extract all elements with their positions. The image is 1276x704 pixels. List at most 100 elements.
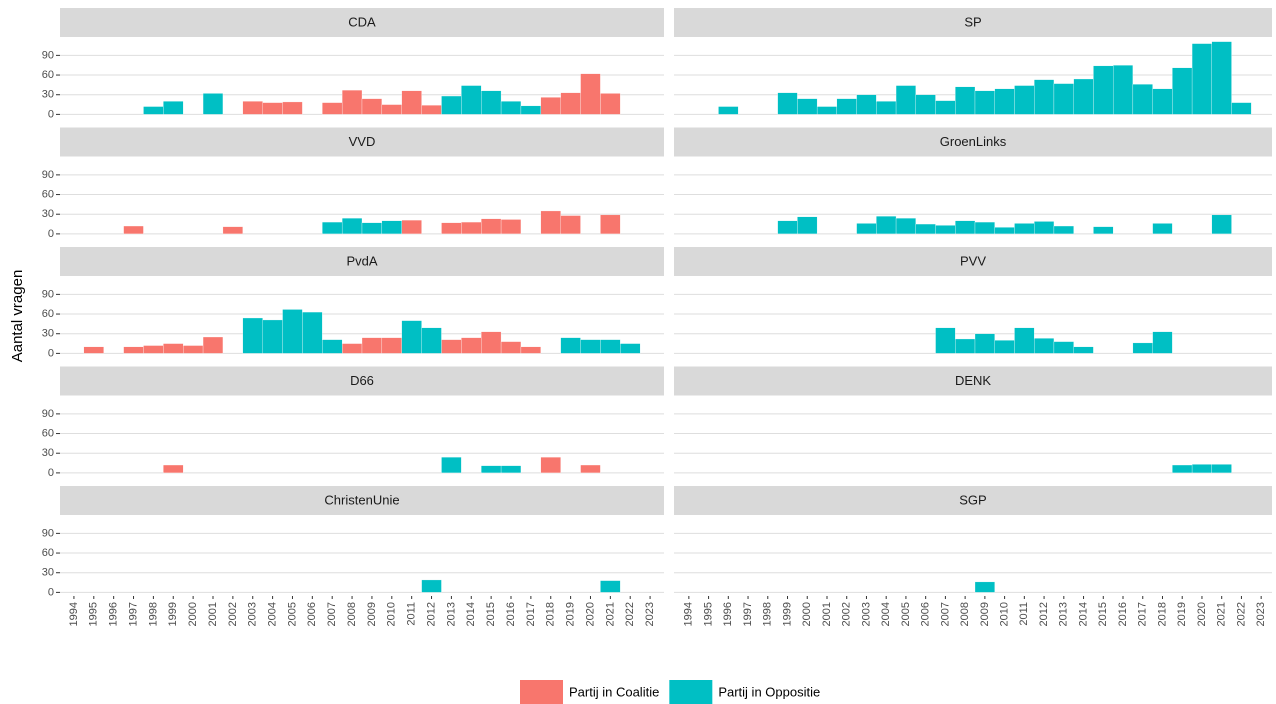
x-tick-label: 2010 <box>386 602 398 626</box>
strip <box>674 486 1272 515</box>
bar <box>540 97 561 115</box>
bar <box>282 309 303 354</box>
y-tick-label: 60 <box>42 308 54 320</box>
x-tick-label: 2001 <box>207 602 219 626</box>
strip <box>60 366 664 396</box>
bar <box>242 317 263 354</box>
x-tick-label: 2017 <box>1137 602 1149 626</box>
x-tick-label: 1998 <box>147 602 159 626</box>
bar <box>777 92 798 115</box>
x-tick-label: 2002 <box>841 602 853 626</box>
bar <box>955 86 976 115</box>
bar <box>1073 346 1094 354</box>
bar <box>797 98 818 115</box>
x-tick-label: 2012 <box>425 602 437 626</box>
x-tick-label: 2011 <box>406 602 418 626</box>
y-tick-label: 0 <box>48 228 54 240</box>
y-tick-label: 0 <box>48 347 54 359</box>
bar <box>836 98 857 115</box>
x-tick-label: 2000 <box>187 602 199 626</box>
bar <box>895 85 916 115</box>
bar <box>1191 464 1212 474</box>
bar <box>520 105 541 115</box>
bar <box>856 223 877 235</box>
bar <box>341 218 363 235</box>
bar <box>441 222 462 235</box>
bar <box>580 73 601 115</box>
bar <box>262 102 283 115</box>
bar <box>202 336 224 354</box>
bar <box>560 337 581 354</box>
bar <box>1211 214 1232 235</box>
bar <box>481 465 502 474</box>
x-tick-label: 2013 <box>1058 602 1070 626</box>
bar <box>935 327 956 354</box>
x-tick-label: 1999 <box>781 602 793 626</box>
x-tick-label: 2015 <box>1097 602 1109 626</box>
bar <box>1053 225 1074 235</box>
bar <box>974 333 995 354</box>
strip <box>674 8 1272 37</box>
bar <box>994 340 1015 354</box>
bar <box>1152 88 1173 115</box>
x-tick-label: 2006 <box>306 602 318 626</box>
strip-title: SGP <box>959 492 986 507</box>
bar <box>955 220 976 235</box>
bar <box>123 225 144 235</box>
y-tick-label: 30 <box>42 328 54 340</box>
strip <box>60 127 664 157</box>
x-tick-label: 2008 <box>346 602 358 626</box>
x-tick-label: 2022 <box>1235 602 1247 626</box>
bar <box>361 222 383 235</box>
bar <box>163 464 184 474</box>
legend-key <box>669 680 713 704</box>
bar <box>718 106 739 115</box>
bar <box>381 337 402 354</box>
x-tick-label: 2012 <box>1038 602 1050 626</box>
bar <box>1172 464 1193 474</box>
bar <box>83 346 104 354</box>
x-tick-label: 2009 <box>366 602 378 626</box>
bar <box>322 102 343 115</box>
bar <box>600 214 621 235</box>
x-tick-label: 1994 <box>68 602 80 626</box>
strip-title: GroenLinks <box>940 134 1007 149</box>
bar <box>500 465 522 474</box>
bar <box>935 225 956 235</box>
bar <box>322 339 343 354</box>
x-tick-label: 2021 <box>1216 602 1228 626</box>
bar <box>143 106 164 115</box>
bar <box>461 337 482 354</box>
legend-key <box>520 680 563 704</box>
bar <box>421 327 442 354</box>
x-tick-label: 2001 <box>821 602 833 626</box>
bar <box>401 90 422 115</box>
x-tick-label: 1995 <box>702 602 714 626</box>
x-tick-label: 2014 <box>1077 602 1089 626</box>
strip-title: VVD <box>349 134 376 149</box>
bar <box>401 219 422 235</box>
strip-title: PvdA <box>346 253 377 268</box>
bar <box>441 95 462 115</box>
bar <box>876 216 897 235</box>
bar <box>935 100 956 115</box>
y-tick-label: 60 <box>42 547 54 559</box>
bar <box>1112 65 1134 115</box>
bar <box>600 580 621 593</box>
x-tick-label: 2020 <box>1196 602 1208 626</box>
bar <box>560 215 581 235</box>
bar <box>421 105 442 115</box>
bar <box>361 98 383 115</box>
bar <box>580 339 601 354</box>
bar <box>361 337 383 354</box>
bar <box>520 346 541 354</box>
x-tick-label: 1996 <box>722 602 734 626</box>
bar <box>895 218 916 235</box>
y-tick-label: 90 <box>42 408 54 420</box>
x-tick-label: 2003 <box>247 602 259 626</box>
bar <box>1014 223 1035 235</box>
y-tick-label: 90 <box>42 527 54 539</box>
y-tick-label: 30 <box>42 89 54 101</box>
bar <box>974 221 995 235</box>
